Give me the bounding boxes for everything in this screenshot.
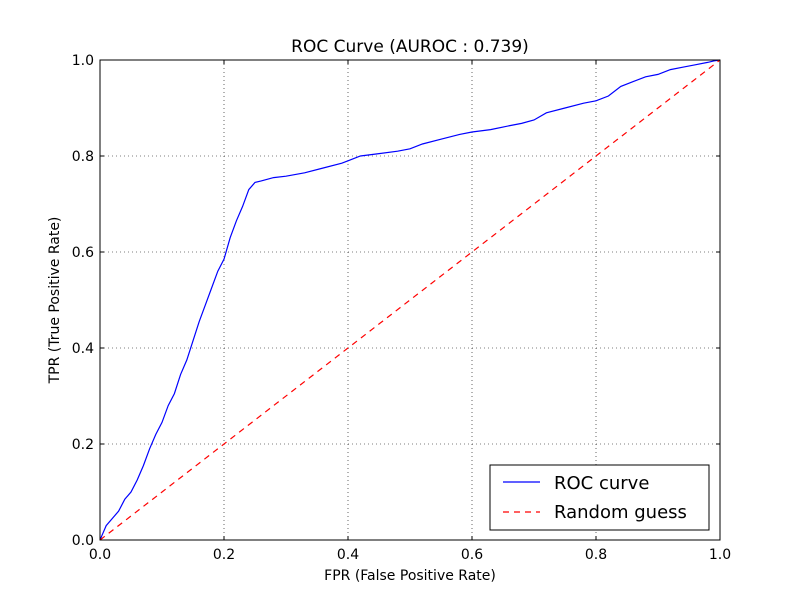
y-tick-label: 1.0 [72,53,94,69]
legend: ROC curve Random guess [489,464,710,531]
y-tick-label: 0.4 [72,341,94,357]
axes-frame [99,59,721,541]
y-axis-label: TPR (True Positive Rate) [47,217,63,385]
y-tick-label: 0.8 [72,149,94,165]
x-tick-label: 0.2 [213,547,235,563]
x-tick-label: 0.8 [585,547,607,563]
chart-title: ROC Curve (AUROC : 0.739) [291,37,529,57]
y-tick-label: 0.2 [72,437,94,453]
x-axis-label: FPR (False Positive Rate) [324,568,496,584]
x-tick-label: 0.4 [337,547,359,563]
legend-roc-label: ROC curve [554,473,649,494]
y-tick-label: 0.6 [72,245,94,261]
roc-curve-line [99,59,721,541]
legend-random-label: Random guess [554,502,687,523]
series-layer [99,59,721,541]
ticks: 0.0 0.2 0.4 0.6 0.8 1.0 0.0 0.2 0.4 0.6 0.8 1.0 [72,53,731,563]
legend-box [489,464,710,531]
random-guess-line [99,59,721,541]
y-tick-label: 0.0 [72,533,94,549]
x-tick-label: 0.6 [461,547,483,563]
x-tick-label: 1.0 [709,547,731,563]
x-tick-label: 0.0 [89,547,111,563]
